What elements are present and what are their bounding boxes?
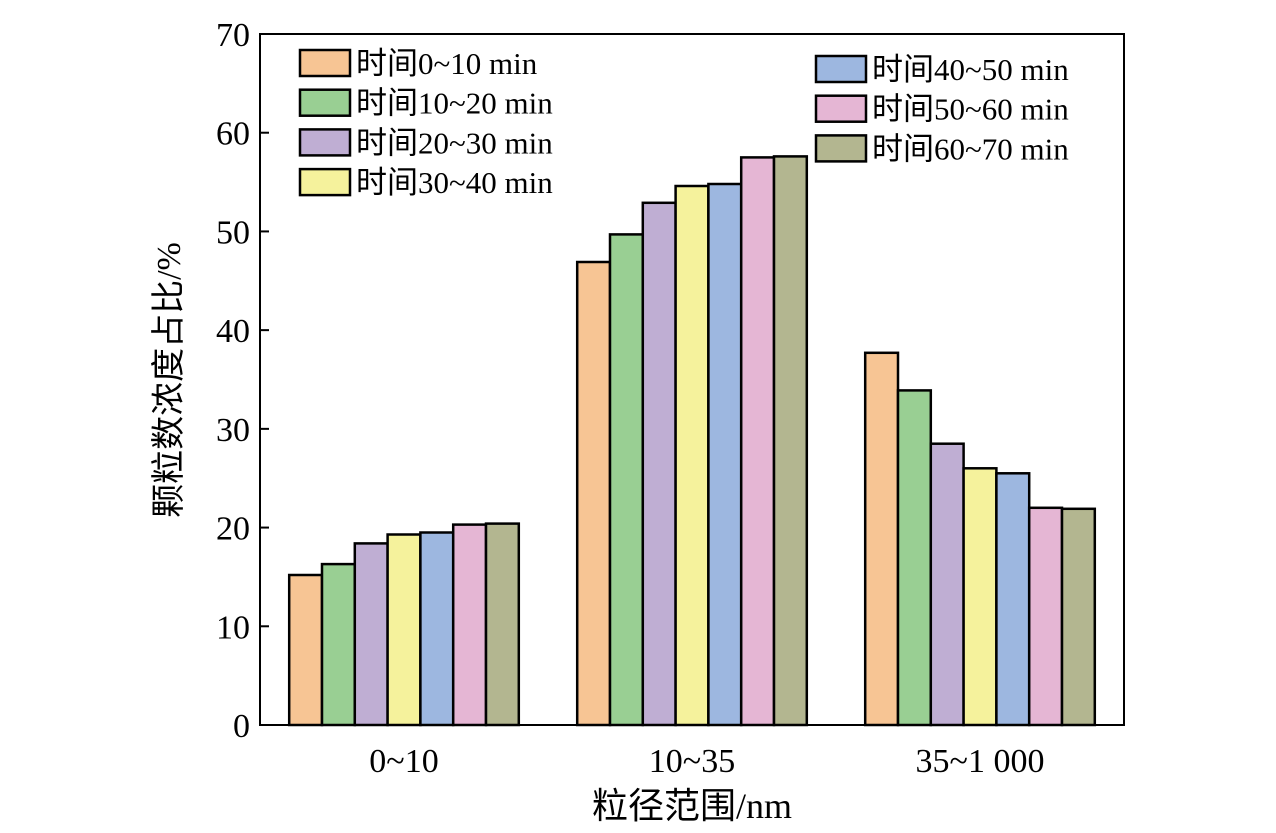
y-tick-label: 60 [216, 116, 250, 153]
bar [353, 542, 389, 727]
legend-label: 时间30~40 min [356, 165, 553, 200]
y-tick-label: 40 [216, 313, 250, 350]
bar [929, 442, 965, 727]
bar [995, 472, 1031, 727]
bar [863, 351, 900, 727]
x-tick-label: 0~10 [369, 743, 438, 780]
legend-label: 时间10~20 min [356, 86, 553, 121]
bars-layer [287, 155, 1097, 727]
x-tick-label: 10~35 [649, 743, 735, 780]
legend-label: 时间20~30 min [356, 125, 553, 160]
bar [896, 389, 933, 727]
legend-swatch [298, 48, 352, 78]
bar [1027, 506, 1064, 727]
bar [739, 156, 776, 727]
legend: 时间0~10 min 时间10~20 min 时间20~30 min 时间30~40 … [298, 46, 1069, 200]
legend-label: 时间60~70 min [872, 131, 1069, 166]
bar [386, 533, 422, 727]
y-axis: 0 10 20 30 40 50 60 70 [216, 17, 269, 745]
y-tick-label: 50 [216, 214, 250, 251]
bar [707, 182, 743, 727]
bar [674, 184, 710, 727]
legend-swatch [814, 94, 868, 123]
legend-swatch [814, 134, 868, 163]
bar [641, 201, 677, 727]
bar [608, 233, 645, 727]
bar [575, 260, 612, 727]
plot-frame [259, 33, 1125, 726]
x-axis: 0~10 10~35 35~1 000 [369, 743, 1044, 780]
legend-swatch [298, 88, 352, 117]
y-tick-label: 30 [216, 412, 250, 449]
bar [451, 523, 488, 727]
x-tick-label: 35~1 000 [916, 743, 1045, 780]
y-tick-label: 70 [216, 17, 250, 54]
legend-swatch [814, 54, 868, 84]
legend-swatch [298, 167, 352, 197]
bar [1060, 507, 1097, 727]
y-tick-label: 20 [216, 511, 250, 548]
x-axis-label: 粒径范围/nm [592, 786, 792, 826]
legend-label: 时间50~60 min [872, 92, 1069, 127]
bar [772, 155, 809, 727]
bar [484, 522, 521, 727]
y-tick-label: 10 [216, 609, 250, 646]
bar [287, 573, 324, 727]
y-axis-label: 颗粒数浓度占比/% [150, 242, 188, 518]
legend-label: 时间40~50 min [872, 52, 1069, 87]
legend-swatch [298, 128, 352, 157]
bar [320, 562, 357, 727]
bar [962, 467, 998, 727]
legend-label: 时间0~10 min [356, 46, 538, 81]
y-tick-label: 0 [233, 708, 250, 745]
bar [419, 531, 455, 727]
